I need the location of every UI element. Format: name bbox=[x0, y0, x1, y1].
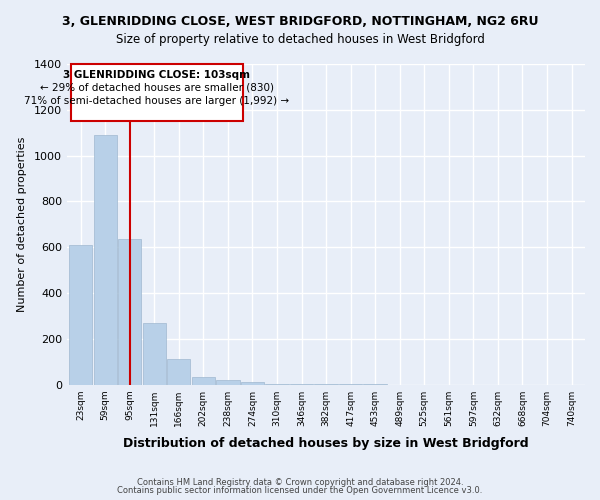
Bar bbox=[69, 245, 92, 384]
Text: 3, GLENRIDDING CLOSE, WEST BRIDGFORD, NOTTINGHAM, NG2 6RU: 3, GLENRIDDING CLOSE, WEST BRIDGFORD, NO… bbox=[62, 15, 538, 28]
FancyBboxPatch shape bbox=[71, 64, 242, 122]
Bar bbox=[94, 135, 117, 384]
Text: Contains HM Land Registry data © Crown copyright and database right 2024.: Contains HM Land Registry data © Crown c… bbox=[137, 478, 463, 487]
Bar bbox=[167, 360, 190, 384]
Text: 71% of semi-detached houses are larger (1,992) →: 71% of semi-detached houses are larger (… bbox=[24, 96, 289, 106]
Bar bbox=[191, 376, 215, 384]
Text: Size of property relative to detached houses in West Bridgford: Size of property relative to detached ho… bbox=[116, 32, 484, 46]
Bar bbox=[118, 239, 142, 384]
X-axis label: Distribution of detached houses by size in West Bridgford: Distribution of detached houses by size … bbox=[123, 437, 529, 450]
Y-axis label: Number of detached properties: Number of detached properties bbox=[17, 136, 27, 312]
Text: 3 GLENRIDDING CLOSE: 103sqm: 3 GLENRIDDING CLOSE: 103sqm bbox=[63, 70, 250, 80]
Bar bbox=[216, 380, 239, 384]
Text: Contains public sector information licensed under the Open Government Licence v3: Contains public sector information licen… bbox=[118, 486, 482, 495]
Bar bbox=[143, 323, 166, 384]
Text: ← 29% of detached houses are smaller (830): ← 29% of detached houses are smaller (83… bbox=[40, 83, 274, 93]
Bar bbox=[241, 382, 264, 384]
